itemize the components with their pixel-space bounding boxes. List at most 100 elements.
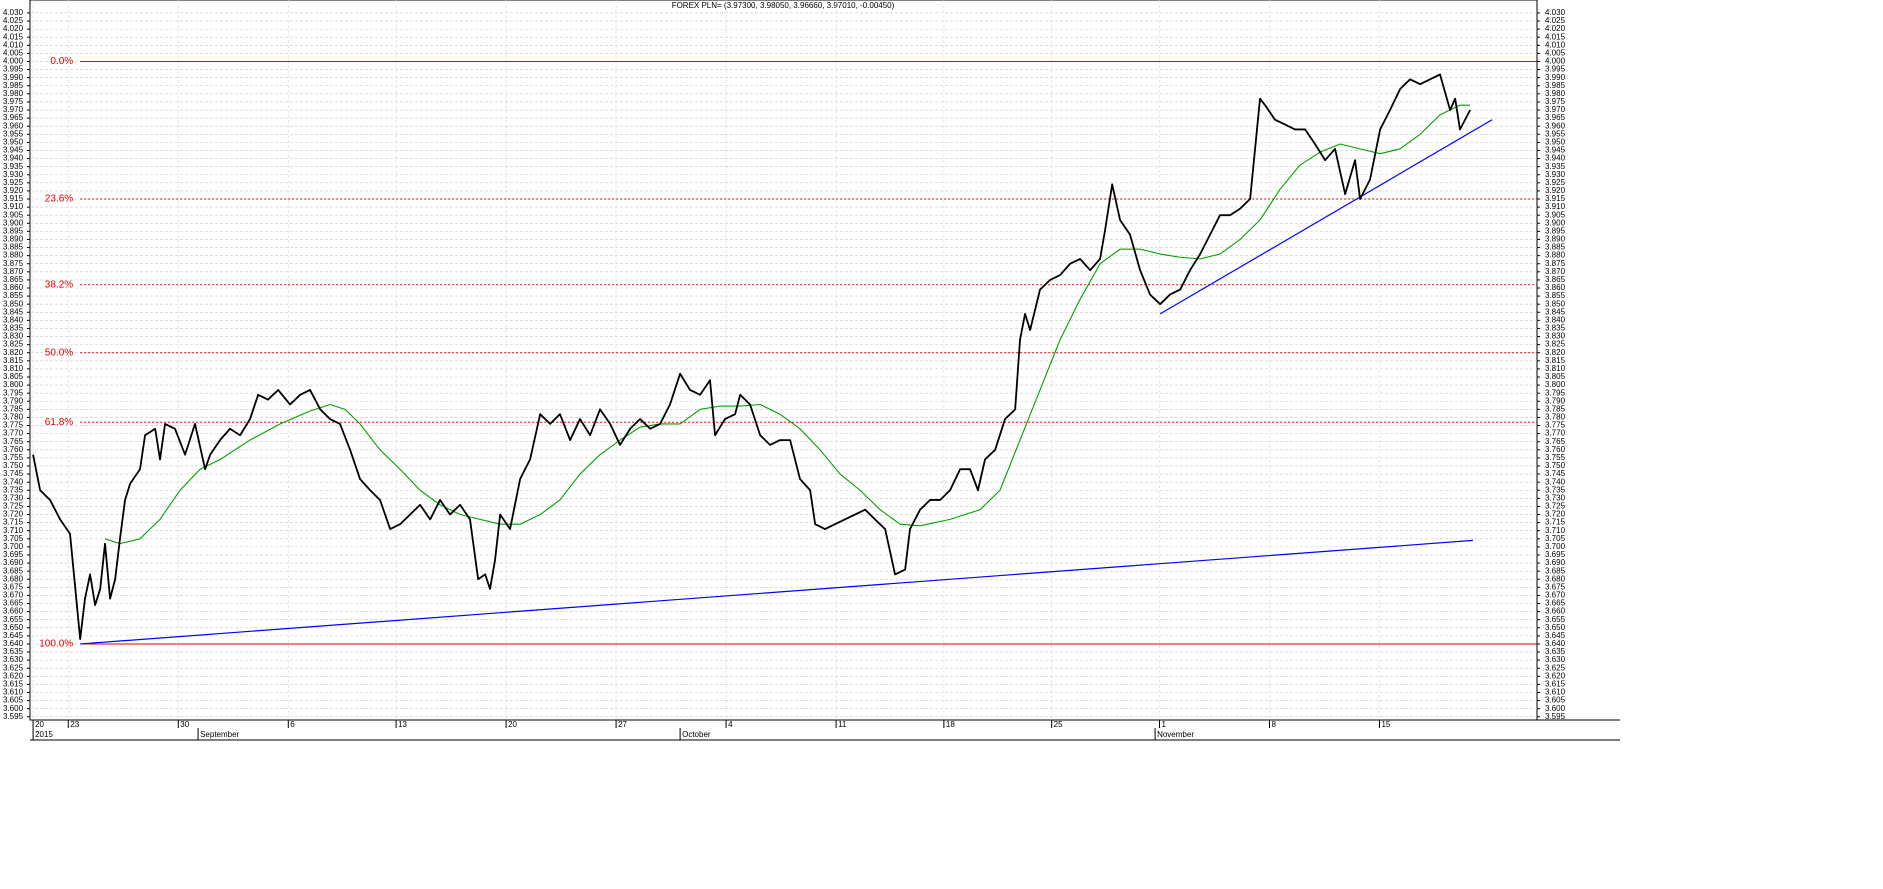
trendline <box>80 539 1474 645</box>
y-tick-label: 3.830 <box>1545 332 1566 341</box>
y-tick-label: 3.975 <box>1545 97 1566 106</box>
y-tick-label: 3.810 <box>1545 364 1566 373</box>
y-tick-label: 3.660 <box>3 607 24 616</box>
plot-frame <box>29 0 1538 721</box>
y-tick-label: 3.995 <box>3 65 24 74</box>
y-tick-label: 3.755 <box>1545 453 1566 462</box>
y-tick-label: 3.790 <box>1545 396 1566 405</box>
y-tick-label: 3.625 <box>1545 663 1566 672</box>
y-tick-label: 4.025 <box>1545 16 1566 25</box>
y-tick-label: 3.595 <box>1545 712 1566 721</box>
y-tick-label: 3.815 <box>3 356 24 365</box>
y-tick-label: 3.870 <box>1545 267 1566 276</box>
x-tick-label: 8 <box>1271 720 1276 729</box>
y-tick-label: 4.000 <box>3 57 24 66</box>
y-tick-label: 3.910 <box>3 202 24 211</box>
y-tick-label: 3.735 <box>3 485 24 494</box>
y-tick-label: 3.670 <box>1545 591 1566 600</box>
y-tick-label: 3.900 <box>1545 218 1566 227</box>
y-tick-label: 3.935 <box>1545 162 1566 171</box>
x-period-label: 2015 <box>35 730 53 739</box>
y-tick-label: 3.950 <box>3 137 24 146</box>
y-tick-label: 3.705 <box>3 534 24 543</box>
y-tick-label: 3.705 <box>1545 534 1566 543</box>
y-tick-label: 3.850 <box>1545 299 1566 308</box>
y-tick-label: 3.620 <box>3 671 24 680</box>
y-tick-label: 3.675 <box>3 582 24 591</box>
y-tick-label: 3.655 <box>1545 615 1566 624</box>
y-tick-label: 3.890 <box>1545 235 1566 244</box>
y-tick-label: 3.600 <box>3 704 24 713</box>
y-tick-label: 3.805 <box>1545 372 1566 381</box>
y-tick-label: 3.740 <box>1545 477 1566 486</box>
y-tick-label: 3.960 <box>3 121 24 130</box>
y-tick-label: 3.615 <box>3 680 24 689</box>
y-tick-label: 3.965 <box>1545 113 1566 122</box>
y-tick-label: 3.930 <box>3 170 24 179</box>
y-tick-label: 3.970 <box>3 105 24 114</box>
y-tick-label: 3.935 <box>3 162 24 171</box>
y-tick-label: 3.780 <box>3 413 24 422</box>
y-tick-label: 3.690 <box>1545 558 1566 567</box>
y-tick-label: 3.740 <box>3 477 24 486</box>
x-tick-label: 11 <box>838 720 847 729</box>
y-tick-label: 4.015 <box>1545 32 1566 41</box>
y-tick-label: 3.885 <box>1545 243 1566 252</box>
y-tick-label: 3.700 <box>1545 542 1566 551</box>
y-tick-label: 3.865 <box>1545 275 1566 284</box>
y-tick-label: 3.835 <box>3 324 24 333</box>
y-tick-label: 3.905 <box>3 210 24 219</box>
y-tick-label: 3.985 <box>3 81 24 90</box>
x-tick-label: 23 <box>70 720 79 729</box>
fib-label: 100.0% <box>39 639 73 650</box>
y-tick-label: 3.690 <box>3 558 24 567</box>
y-tick-label: 3.630 <box>3 655 24 664</box>
y-tick-label: 3.800 <box>3 380 24 389</box>
y-tick-label: 3.860 <box>3 283 24 292</box>
chart-title: FOREX PLN= (3.97300, 3.98050, 3.96660, 3… <box>672 1 895 10</box>
y-tick-label: 3.945 <box>3 146 24 155</box>
y-tick-label: 3.800 <box>1545 380 1566 389</box>
y-tick-label: 3.915 <box>1545 194 1566 203</box>
y-tick-label: 3.600 <box>1545 704 1566 713</box>
y-tick-label: 3.715 <box>1545 518 1566 527</box>
y-tick-label: 3.995 <box>1545 65 1566 74</box>
x-tick-label: 25 <box>1054 720 1063 729</box>
trendline <box>1159 119 1493 315</box>
y-tick-label: 3.605 <box>1545 696 1566 705</box>
y-tick-label: 3.825 <box>1545 340 1566 349</box>
y-tick-label: 4.015 <box>3 32 24 41</box>
y-tick-label: 3.625 <box>3 663 24 672</box>
y-tick-label: 3.760 <box>3 445 24 454</box>
moving-average-line <box>104 104 1471 545</box>
y-tick-label: 4.005 <box>1545 49 1566 58</box>
x-tick-label: 4 <box>728 720 733 729</box>
y-tick-label: 3.745 <box>1545 469 1566 478</box>
x-tick-label: 1 <box>1161 720 1166 729</box>
y-tick-label: 3.980 <box>3 89 24 98</box>
y-tick-label: 3.630 <box>1545 655 1566 664</box>
y-tick-label: 3.620 <box>1545 671 1566 680</box>
y-tick-label: 4.005 <box>3 49 24 58</box>
y-tick-label: 3.680 <box>3 574 24 583</box>
y-tick-label: 3.680 <box>1545 574 1566 583</box>
fib-label: 61.8% <box>45 417 73 428</box>
y-tick-label: 3.770 <box>3 429 24 438</box>
y-tick-label: 3.730 <box>3 493 24 502</box>
y-tick-label: 3.930 <box>1545 170 1566 179</box>
x-tick-label: 18 <box>946 720 955 729</box>
y-tick-label: 4.030 <box>3 8 24 17</box>
y-tick-label: 3.985 <box>1545 81 1566 90</box>
x-tick-label: 20 <box>508 720 517 729</box>
x-tick-label: 27 <box>618 720 627 729</box>
y-tick-label: 3.960 <box>1545 121 1566 130</box>
y-tick-label: 3.605 <box>3 696 24 705</box>
y-tick-label: 4.010 <box>1545 40 1566 49</box>
y-tick-label: 3.610 <box>3 688 24 697</box>
y-tick-label: 3.855 <box>3 291 24 300</box>
x-tick-label: 6 <box>290 720 295 729</box>
y-tick-label: 4.010 <box>3 40 24 49</box>
y-tick-label: 3.735 <box>1545 485 1566 494</box>
y-tick-label: 3.640 <box>1545 639 1566 648</box>
y-tick-label: 3.950 <box>1545 137 1566 146</box>
